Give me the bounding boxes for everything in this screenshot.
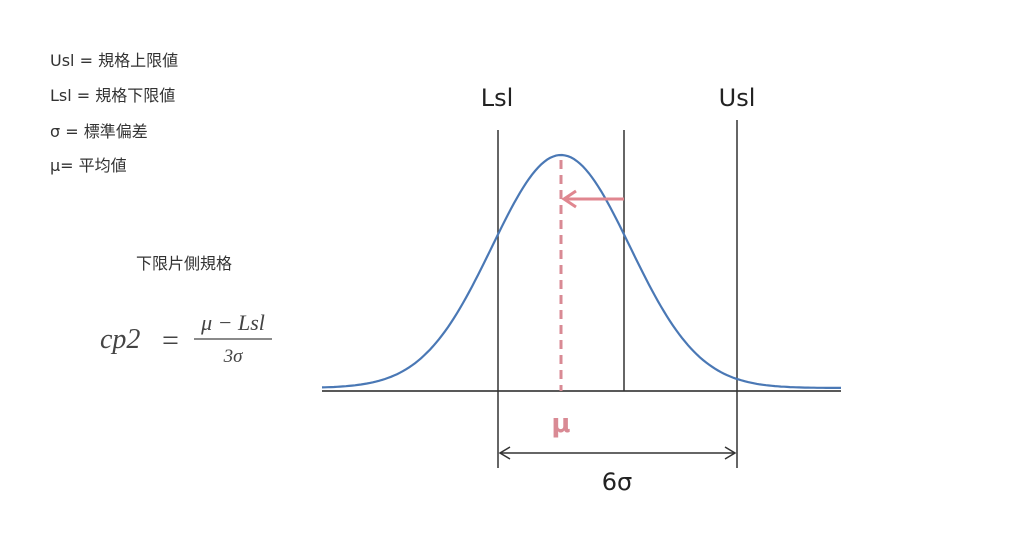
legend-item: σ = 標準偏差 xyxy=(50,122,148,141)
usl-label: Usl xyxy=(719,84,756,112)
formula-denominator: 3σ xyxy=(223,346,244,367)
shift-arrow-head xyxy=(561,189,577,209)
legend-item: Usl = 規格上限値 xyxy=(50,51,178,70)
formula-lhs: cp2 xyxy=(100,324,140,355)
formula-numerator: μ − Lsl xyxy=(200,310,265,335)
legend-item: μ= 平均値 xyxy=(50,156,127,175)
section-title: 下限片側規格 xyxy=(136,254,232,273)
width-arrow-heads xyxy=(498,446,737,460)
legend-item: Lsl = 規格下限値 xyxy=(50,86,175,105)
distribution-curve xyxy=(321,153,841,389)
formula-equals: = xyxy=(162,324,179,357)
width-label: 6σ xyxy=(602,468,632,496)
mean-label: μ xyxy=(551,409,570,439)
lsl-label: Lsl xyxy=(481,84,514,112)
